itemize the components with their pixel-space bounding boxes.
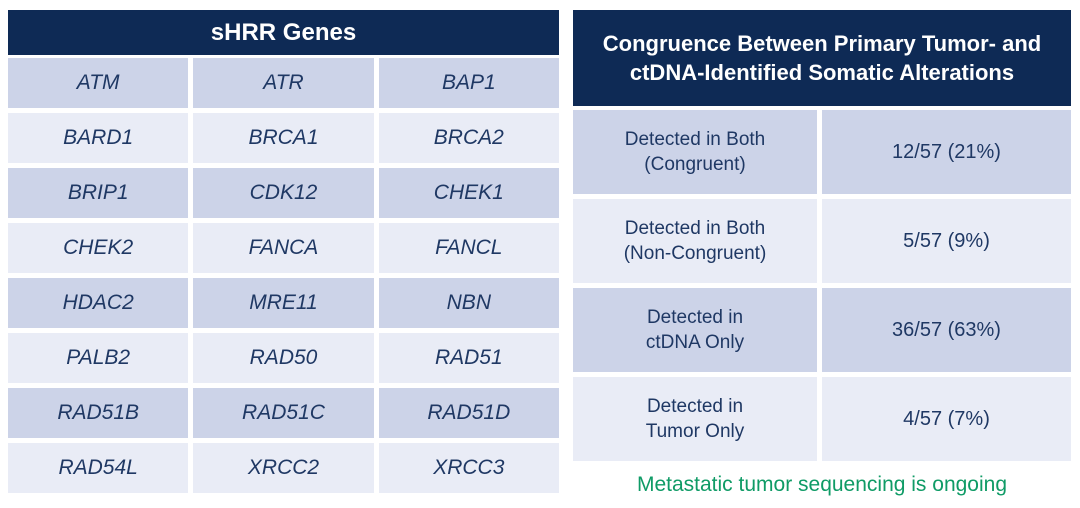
label-line: Detected in (646, 307, 744, 328)
gene-cell: ATM (8, 58, 189, 108)
gene-cell: RAD51 (378, 333, 559, 383)
label-line: Detected in Both (624, 218, 766, 239)
shrr-genes-table: sHRR Genes ATM ATR BAP1 BARD1 BRCA1 BRCA… (8, 10, 559, 493)
gene-cell: RAD54L (8, 443, 189, 493)
gene-cell: ATR (193, 58, 374, 108)
congruence-row-value: 5/57 (9%) (822, 199, 1071, 283)
congruence-row-label: Detected in Tumor Only (573, 377, 817, 461)
gene-cell: CHEK1 (378, 168, 559, 218)
congruence-row-label: Detected in Both (Non-Congruent) (573, 199, 817, 283)
gene-cell: PALB2 (8, 333, 189, 383)
gene-cell: BAP1 (378, 58, 559, 108)
gene-cell: BRCA2 (378, 113, 559, 163)
shrr-genes-table-title: sHRR Genes (8, 10, 559, 55)
congruence-row-value: 4/57 (7%) (822, 377, 1071, 461)
gene-cell: CHEK2 (8, 223, 189, 273)
gene-cell: BARD1 (8, 113, 189, 163)
congruence-row-value: 12/57 (21%) (822, 110, 1071, 194)
gene-cell: XRCC2 (193, 443, 374, 493)
congruence-title-line2: ctDNA-Identified Somatic Alterations (629, 60, 1015, 85)
gene-cell: NBN (378, 278, 559, 328)
sequencing-status-note: Metastatic tumor sequencing is ongoing (636, 473, 1008, 496)
label-line: Detected in (646, 396, 744, 417)
gene-cell: RAD51D (378, 388, 559, 438)
gene-cell: RAD51C (193, 388, 374, 438)
congruence-table-title: Congruence Between Primary Tumor- and ct… (573, 10, 1071, 106)
gene-cell: BRIP1 (8, 168, 189, 218)
gene-cell: RAD50 (193, 333, 374, 383)
gene-cell: FANCL (378, 223, 559, 273)
label-line: (Non-Congruent) (623, 243, 767, 264)
congruence-grid: Detected in Both (Congruent) 12/57 (21%)… (573, 110, 1071, 461)
gene-cell: MRE11 (193, 278, 374, 328)
label-line: ctDNA Only (645, 332, 745, 353)
congruence-row-value: 36/57 (63%) (822, 288, 1071, 372)
congruence-row-label: Detected in Both (Congruent) (573, 110, 817, 194)
label-line: Tumor Only (645, 421, 745, 442)
gene-cell: RAD51B (8, 388, 189, 438)
shrr-genes-grid: ATM ATR BAP1 BARD1 BRCA1 BRCA2 BRIP1 CDK… (8, 58, 559, 493)
gene-cell: XRCC3 (378, 443, 559, 493)
congruence-row-label: Detected in ctDNA Only (573, 288, 817, 372)
gene-cell: FANCA (193, 223, 374, 273)
congruence-title-line1: Congruence Between Primary Tumor- and (602, 31, 1042, 56)
gene-cell: BRCA1 (193, 113, 374, 163)
congruence-table: Congruence Between Primary Tumor- and ct… (573, 10, 1071, 461)
label-line: Detected in Both (624, 129, 766, 150)
gene-cell: HDAC2 (8, 278, 189, 328)
label-line: (Congruent) (644, 154, 746, 175)
gene-cell: CDK12 (193, 168, 374, 218)
